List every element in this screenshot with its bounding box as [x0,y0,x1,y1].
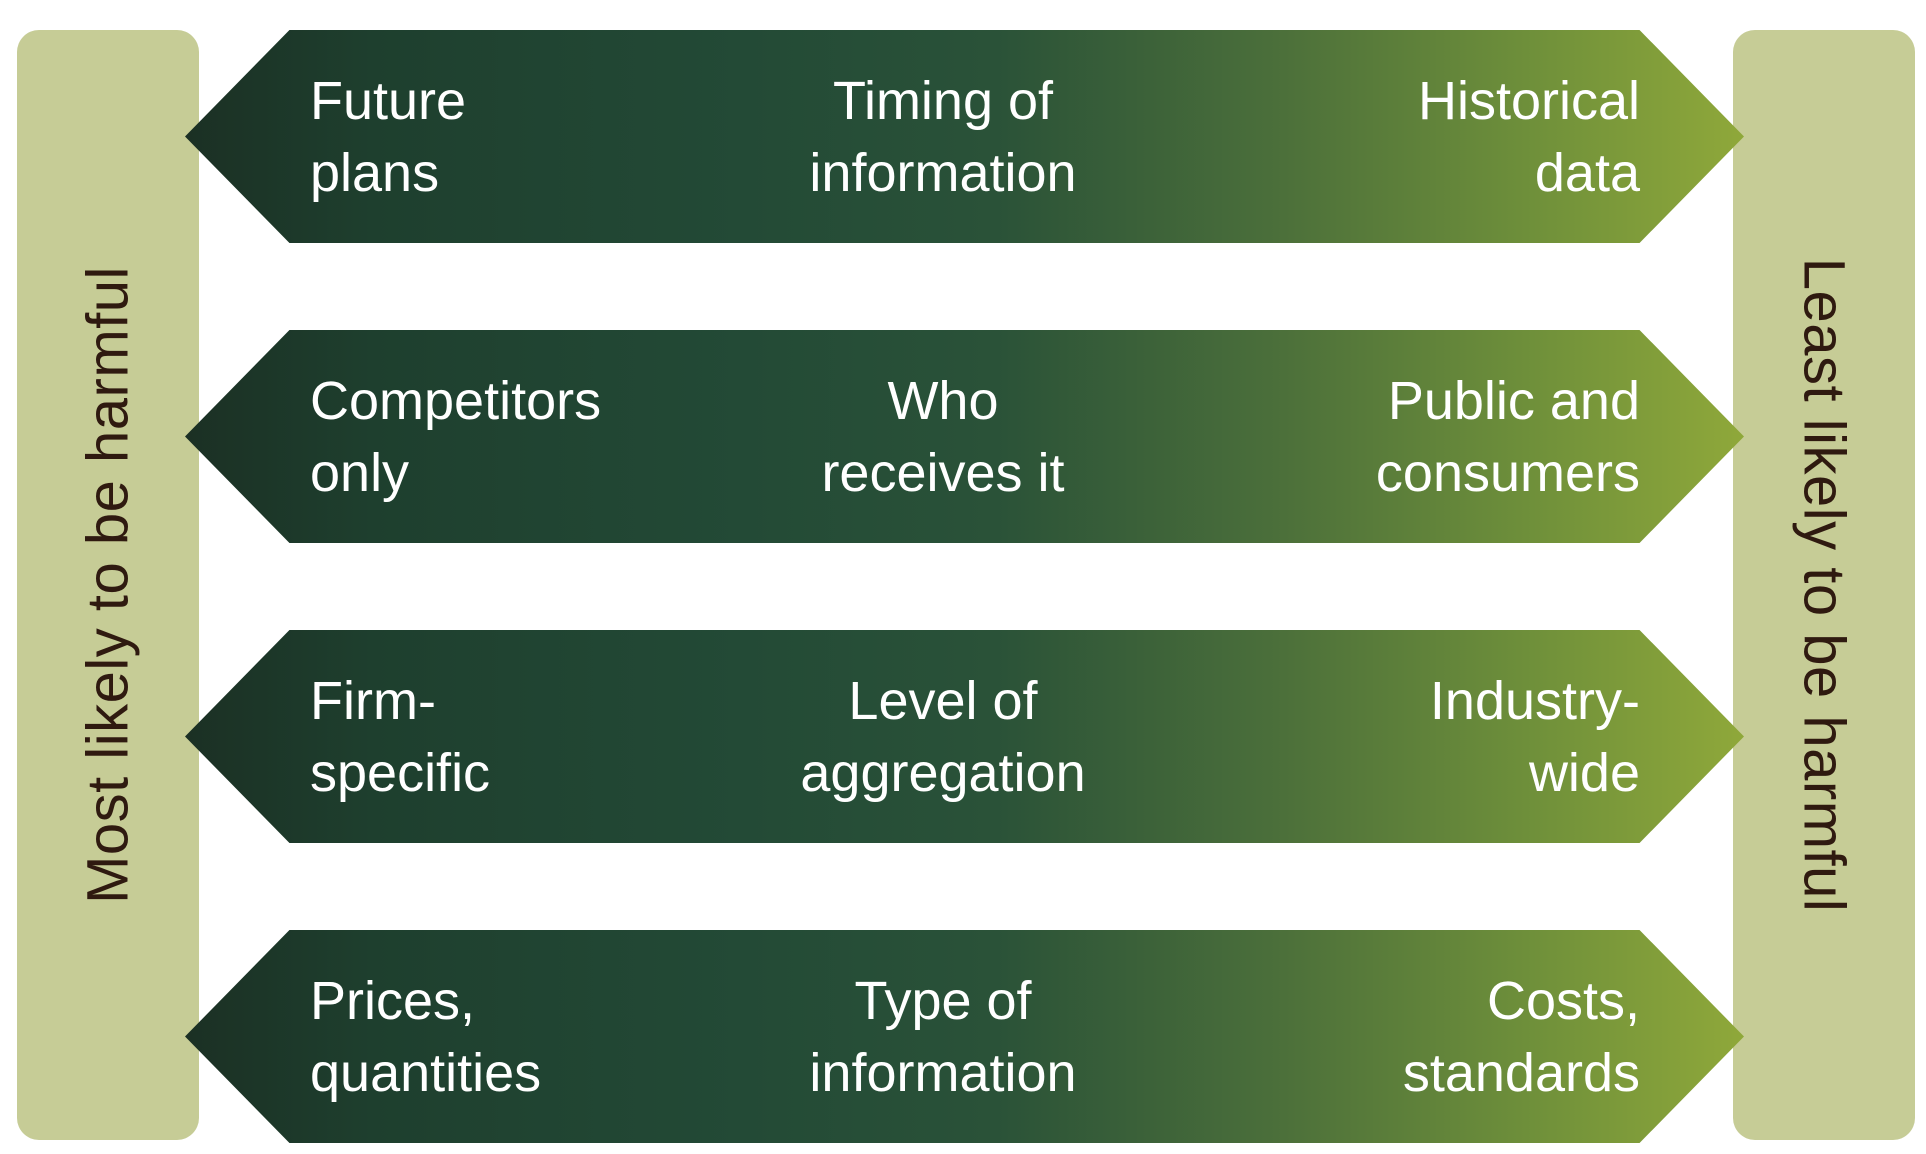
row-right-label: Historical data [1417,70,1640,203]
least-harmful-label: Least likely to be harmful [1791,257,1857,913]
most-harmful-label: Most likely to be harmful [75,266,141,904]
arrow-row-type: Prices, quantities Type of information C… [185,930,1744,1143]
most-harmful-bar: Most likely to be harmful [17,30,199,1140]
row-left-label: Future plans [310,70,467,203]
row-right-label: Costs, standards [1402,970,1640,1103]
row-dimension-label: Who receives it [821,370,1065,503]
row-dimension-label: Type of information [809,970,1077,1103]
row-left-label: Competitors only [310,370,602,503]
least-harmful-bar: Least likely to be harmful [1733,30,1915,1140]
arrow-row-recipient: Competitors only Who receives it Public … [185,330,1744,543]
row-right-label: Public and consumers [1375,370,1640,503]
row-dimension-label: Timing of information [809,70,1077,203]
row-left-label: Firm- specific [310,670,491,803]
arrow-row-aggregation: Firm- specific Level of aggregation Indu… [185,630,1744,843]
arrow-row-timing: Future plans Timing of information Histo… [185,30,1744,243]
row-left-label: Prices, quantities [310,970,542,1103]
row-right-label: Industry- wide [1429,670,1640,803]
row-dimension-label: Level of aggregation [800,670,1086,803]
